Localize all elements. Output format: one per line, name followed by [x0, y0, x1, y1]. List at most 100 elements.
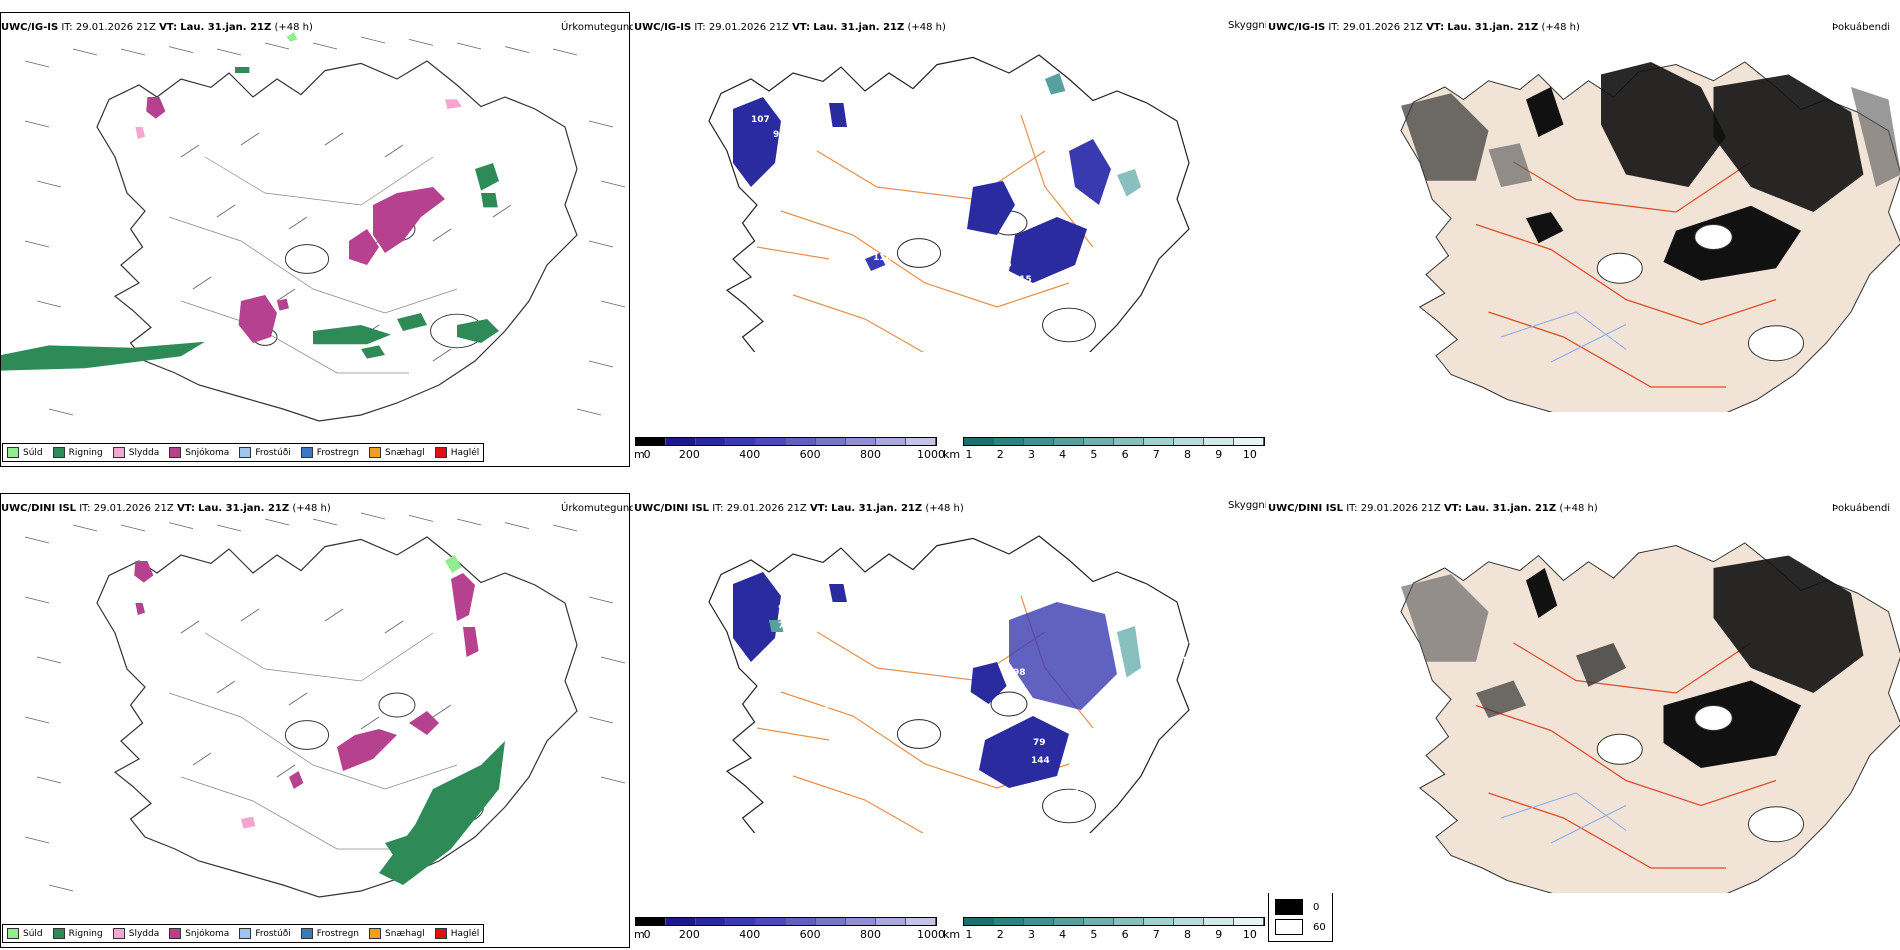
colorbar-segment [846, 438, 876, 445]
visibility-colorbar-top: km 1 2 3 4 5 6 7 8 9 10 [943, 437, 1265, 462]
legend-item: Haglél [434, 928, 479, 939]
legend-item: Snjókoma [169, 928, 229, 939]
model-name: UWC/IG-IS [634, 22, 692, 33]
legend-item: Snæhagl [369, 447, 425, 458]
legend-swatch [7, 928, 19, 939]
colorbar-tick-label: 1 [965, 928, 973, 941]
legend-item: Frostregn [300, 928, 360, 939]
colorbar-tick-label: 800 [860, 928, 882, 941]
it-label: IT: [1346, 503, 1358, 514]
colorbar-segment [964, 438, 994, 445]
model-name: UWC/DINI ISL [1268, 503, 1344, 514]
legend-label: Snjókoma [185, 447, 230, 458]
colorbar-segment [756, 918, 786, 925]
svg-text:128: 128 [1101, 731, 1120, 741]
vt-value: Lau. 31.jan. 21Z [198, 503, 290, 514]
legend-swatch [369, 447, 382, 458]
colorbar-segment [994, 918, 1024, 925]
svg-text:73: 73 [778, 155, 791, 165]
legend-swatch [52, 928, 65, 939]
panel-title-precip-top: Úrkomutegund [561, 22, 636, 33]
colorbar-tick-label: 400 [739, 448, 761, 461]
colorbar-segment [666, 438, 696, 445]
panel-title-ceiling-top: Skyggni [1228, 20, 1268, 31]
colorbar-segment [666, 918, 696, 925]
svg-text:125: 125 [993, 260, 1012, 270]
colorbar-tick-label: 6 [1121, 928, 1129, 941]
lead-time: (+48 h) [907, 22, 946, 33]
legend-swatch [434, 447, 447, 458]
legend-swatch [434, 928, 447, 939]
colorbar-segment [1054, 918, 1084, 925]
colorbar-tick-label: 0 [643, 448, 651, 461]
colorbar-tick-label: 8 [1183, 448, 1191, 461]
colorbar-segment [1084, 438, 1114, 445]
visibility-colorbar-bottom: km 1 2 3 4 5 6 7 8 9 10 [943, 917, 1265, 942]
legend-item: Rigning [52, 447, 103, 458]
colorbar-segment [816, 918, 846, 925]
colorbar-tick-label: 1 [965, 448, 973, 461]
svg-text:99: 99 [773, 130, 786, 140]
colorbar-tick-label: 3 [1027, 928, 1035, 941]
lead-time: (+48 h) [292, 503, 331, 514]
legend-item: Haglél [434, 447, 479, 458]
it-label: IT: [694, 22, 706, 33]
svg-text:79: 79 [1033, 738, 1046, 748]
colorbar-segment [1144, 438, 1174, 445]
colorbar-tick-label: 9 [1215, 448, 1223, 461]
colorbar-tick-label: 0 [643, 928, 651, 941]
legend-item: Snæhagl [369, 928, 425, 939]
svg-text:77: 77 [1188, 641, 1201, 651]
precip-type-panel-bottom: Súld Rigning Slydda Snjókoma Frostúði Frostre… [0, 493, 630, 948]
legend-swatch [112, 447, 125, 458]
fog-legend-swatch [1275, 919, 1303, 935]
svg-text:9: 9 [823, 706, 829, 716]
legend-label: Snæhagl [385, 447, 425, 458]
colorbar-tick-label: 4 [1059, 928, 1067, 941]
svg-text:58: 58 [1073, 784, 1086, 794]
svg-text:80: 80 [778, 636, 791, 646]
legend-swatch [239, 928, 252, 939]
it-value: 29.01.2026 21Z [726, 503, 807, 514]
legend-label: Frostregn [316, 928, 360, 939]
colorbar-tick-label: 5 [1090, 928, 1098, 941]
colorbar-segment [906, 438, 936, 445]
colorbar-segment [1144, 918, 1174, 925]
legend-label: Frostúði [255, 447, 291, 458]
colorbar-segment [876, 918, 906, 925]
svg-text:151: 151 [1093, 257, 1112, 267]
vt-label: VT: [792, 22, 811, 33]
legend-label: Frostregn [316, 447, 360, 458]
colorbar-segment [1234, 438, 1264, 445]
colorbar-tick-label: 600 [799, 448, 821, 461]
colorbar-segment [1024, 438, 1054, 445]
legend-swatch [300, 447, 313, 458]
colorbar-tick-label: 3 [1027, 448, 1035, 461]
colorbar-segment [636, 438, 666, 445]
precip-type-map-top [1, 32, 626, 422]
colorbar-segment [1174, 918, 1204, 925]
header-top-left: UWC/IG-IS IT: 29.01.2026 21Z VT: Lau. 31… [1, 22, 313, 33]
vt-label: VT: [176, 503, 195, 514]
it-label: IT: [79, 503, 91, 514]
visibility-unit: km [943, 448, 961, 461]
header-bottom-right: UWC/DINI ISL IT: 29.01.2026 21Z VT: Lau.… [1268, 503, 1598, 514]
colorbar-segment [846, 918, 876, 925]
colorbar-tick-label: 1000 [916, 928, 945, 941]
colorbar-tick-label: 10 [1242, 448, 1257, 461]
lead-time: (+48 h) [274, 22, 313, 33]
it-label: IT: [712, 503, 724, 514]
panel-title-fog-bottom: Þokuábendi [1832, 503, 1891, 514]
vt-label: VT: [1443, 503, 1462, 514]
legend-item: Slydda [112, 928, 159, 939]
lead-time: (+48 h) [1559, 503, 1598, 514]
colorbar-segment [726, 918, 756, 925]
colorbar-tick-label: 5 [1090, 448, 1098, 461]
colorbar-tick-label: 1000 [916, 448, 945, 461]
colorbar-segment [876, 438, 906, 445]
colorbar-tick-label: 4 [1059, 448, 1067, 461]
panel-title-precip-bottom: Úrkomutegund [561, 503, 636, 514]
model-name: UWC/DINI ISL [1, 503, 77, 514]
svg-text:79: 79 [778, 621, 791, 631]
